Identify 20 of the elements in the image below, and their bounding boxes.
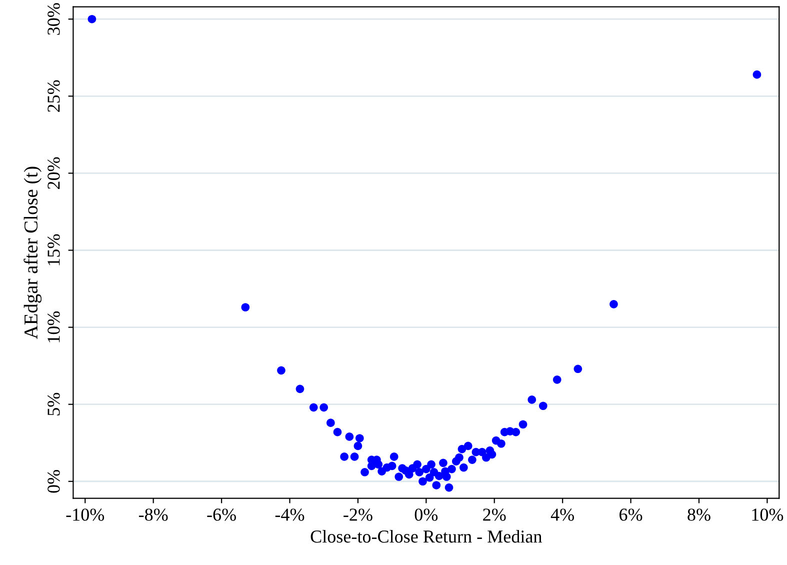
- x-tick-label: -6%: [207, 508, 236, 521]
- x-tick-label: -4%: [275, 508, 304, 521]
- y-tick-label: 25%: [48, 80, 60, 112]
- x-tick-label: 10%: [752, 508, 784, 521]
- y-tick-label: 0%: [48, 470, 60, 493]
- y-tick-label: 20%: [48, 157, 60, 189]
- x-tick-label: -8%: [138, 508, 168, 521]
- y-tick-label: 15%: [48, 234, 60, 266]
- x-tick-label: -2%: [344, 508, 372, 521]
- x-tick-label: 6%: [620, 508, 642, 521]
- y-tick-label: 30%: [48, 3, 60, 35]
- x-axis-title: Close-to-Close Return - Median: [310, 530, 542, 543]
- x-tick-label: 2%: [483, 508, 506, 521]
- x-tick-label: -10%: [66, 508, 104, 521]
- y-tick-label: 5%: [48, 392, 60, 416]
- x-tick-label: 4%: [550, 508, 574, 521]
- x-tick-label: 8%: [688, 508, 710, 521]
- y-tick-label: 10%: [48, 311, 60, 342]
- x-tick-label: 0%: [414, 508, 438, 521]
- y-axis-title: AEdgar after Close (t): [24, 166, 42, 340]
